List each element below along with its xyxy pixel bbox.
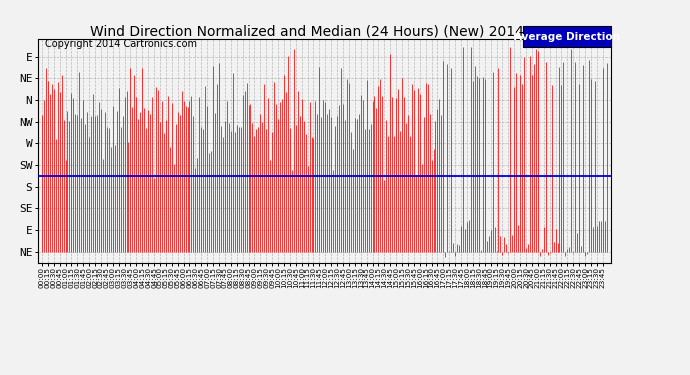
Text: Copyright 2014 Cartronics.com: Copyright 2014 Cartronics.com bbox=[45, 39, 197, 49]
Title: Wind Direction Normalized and Median (24 Hours) (New) 20140515: Wind Direction Normalized and Median (24… bbox=[90, 24, 559, 38]
Text: Average Direction: Average Direction bbox=[514, 32, 620, 42]
